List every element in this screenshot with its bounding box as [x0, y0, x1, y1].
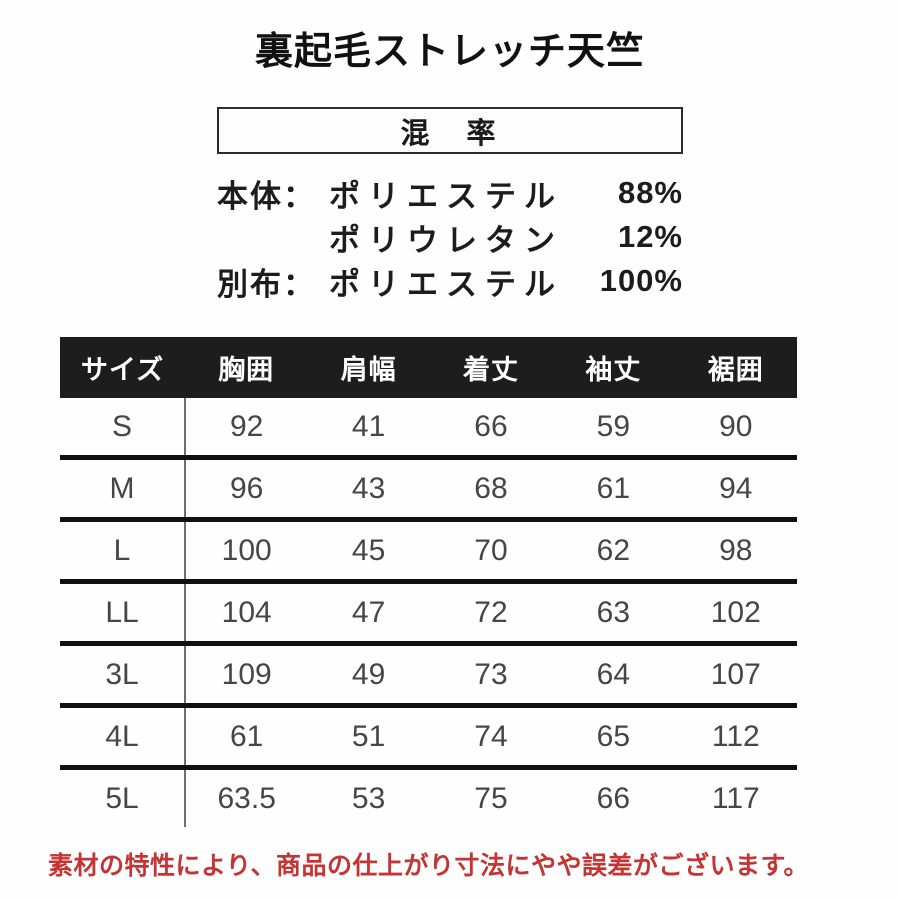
table-row-3l: 3L 109 49 73 64 107 [60, 643, 797, 706]
size-table-header-row: サイズ 胸囲 肩幅 着丈 袖丈 裾囲 [60, 337, 797, 398]
mix-ratio-label: 混 率 [400, 117, 500, 150]
col-header-hem: 裾囲 [674, 337, 797, 398]
measurement-cell: 61 [552, 457, 675, 520]
measurement-cell: 109 [185, 643, 308, 706]
table-row-l: L 100 45 70 62 98 [60, 519, 797, 582]
measurement-cell: 51 [307, 705, 430, 768]
measurement-cell: 62 [552, 519, 675, 582]
measurement-cell: 53 [307, 767, 430, 827]
measurement-cell: 63.5 [185, 767, 308, 827]
table-row-ll: LL 104 47 72 63 102 [60, 581, 797, 644]
composition-part-label: 本体： [217, 178, 316, 214]
composition-material: ポリエステル [329, 266, 563, 302]
col-header-shoulder: 肩幅 [307, 337, 430, 398]
mix-ratio-box: 混 率 [217, 107, 683, 154]
size-label: M [60, 457, 186, 520]
composition-percent: 12% [617, 219, 683, 254]
measurement-cell: 98 [674, 519, 797, 582]
size-table: サイズ 胸囲 肩幅 着丈 袖丈 裾囲 S 92 41 66 59 90 M 96… [60, 337, 797, 827]
composition-list: 本体： ポリエステル 88% ポリウレタン 12% 別布： ポリエステル 100… [217, 171, 683, 303]
col-header-chest: 胸囲 [185, 337, 308, 398]
composition-row: 本体： ポリエステル 88% [217, 171, 683, 215]
size-label: LL [60, 581, 186, 644]
table-row-5l: 5L 63.5 53 75 66 117 [60, 767, 797, 827]
composition-material: ポリエステル [329, 178, 563, 214]
measurement-cell: 66 [552, 767, 675, 827]
measurement-cell: 92 [185, 398, 308, 458]
page-title: 裏起毛ストレッチ天竺 [254, 31, 645, 73]
size-label: S [60, 398, 186, 458]
col-header-sleeve: 袖丈 [552, 337, 675, 398]
measurement-cell: 63 [552, 581, 675, 644]
composition-row: ポリウレタン 12% [217, 215, 683, 259]
col-header-size: サイズ [60, 337, 185, 398]
measurement-cell: 61 [185, 705, 308, 768]
table-row-s: S 92 41 66 59 90 [60, 398, 797, 458]
measurement-cell: 64 [552, 643, 675, 706]
material-disclaimer: 素材の特性により、商品の仕上がり寸法にやや誤差がございます。 [48, 852, 810, 880]
composition-percent: 100% [599, 263, 683, 298]
measurement-cell: 74 [429, 705, 553, 768]
measurement-cell: 68 [429, 457, 553, 520]
measurement-cell: 66 [429, 398, 553, 458]
composition-material: ポリウレタン [329, 222, 563, 258]
measurement-cell: 94 [674, 457, 797, 520]
measurement-cell: 112 [674, 705, 797, 768]
measurement-cell: 70 [429, 519, 553, 582]
composition-percent: 88% [617, 175, 683, 210]
measurement-cell: 75 [429, 767, 553, 827]
composition-row: 別布： ポリエステル 100% [217, 259, 683, 303]
size-label: 3L [60, 643, 186, 706]
measurement-cell: 104 [185, 581, 308, 644]
size-label: 4L [60, 705, 186, 768]
measurement-cell: 100 [185, 519, 308, 582]
measurement-cell: 59 [552, 398, 675, 458]
table-row-m: M 96 43 68 61 94 [60, 457, 797, 520]
table-row-4l: 4L 61 51 74 65 112 [60, 705, 797, 768]
measurement-cell: 43 [307, 457, 430, 520]
top-block: 裏起毛ストレッチ天竺 混 率 本体： ポリエステル 88% ポリウレタン 12%… [15, 28, 885, 303]
measurement-cell: 73 [429, 643, 553, 706]
size-label: L [60, 519, 186, 582]
measurement-cell: 96 [185, 457, 308, 520]
measurement-cell: 45 [307, 519, 430, 582]
measurement-cell: 102 [674, 581, 797, 644]
measurement-cell: 47 [307, 581, 430, 644]
measurement-cell: 41 [307, 398, 430, 458]
col-header-length: 着丈 [429, 337, 553, 398]
measurement-cell: 49 [307, 643, 430, 706]
measurement-cell: 90 [674, 398, 797, 458]
measurement-cell: 107 [674, 643, 797, 706]
size-label: 5L [60, 767, 186, 827]
measurement-cell: 72 [429, 581, 553, 644]
measurement-cell: 65 [552, 705, 675, 768]
measurement-cell: 117 [674, 767, 797, 827]
composition-part-label: 別布： [217, 266, 316, 302]
